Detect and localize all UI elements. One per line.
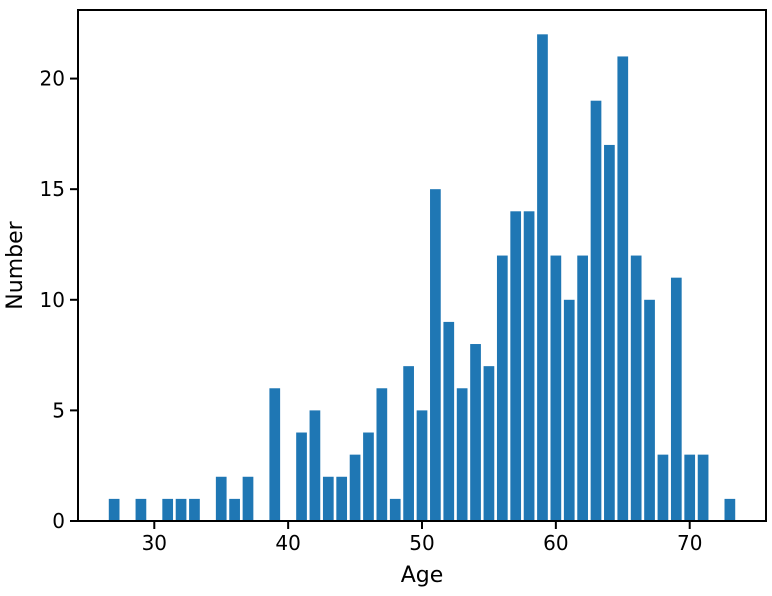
histogram-bar	[670, 277, 682, 521]
histogram-bar	[523, 211, 535, 522]
histogram-bar	[215, 476, 227, 521]
histogram-bar	[403, 366, 414, 521]
x-tick-label: 40	[275, 531, 300, 555]
histogram-bar	[684, 454, 696, 521]
histogram-bar	[430, 189, 441, 521]
histogram-bar	[108, 498, 120, 521]
y-tick-label: 5	[52, 398, 65, 422]
histogram-bar	[416, 410, 428, 521]
histogram-bar	[697, 454, 709, 521]
histogram-bar	[496, 255, 508, 522]
histogram-bar	[349, 454, 361, 521]
histogram-bar	[617, 56, 629, 521]
y-tick-label: 10	[40, 288, 65, 312]
histogram-bar	[657, 454, 669, 521]
y-tick-label: 0	[52, 509, 65, 533]
histogram-bar	[563, 299, 575, 521]
x-tick-label: 60	[543, 531, 568, 555]
histogram-bar	[242, 476, 254, 521]
histogram-bar	[135, 498, 147, 521]
histogram-bar	[630, 255, 642, 522]
histogram-bar	[296, 432, 307, 521]
y-axis: 0 5 10 15 20	[40, 67, 77, 533]
y-axis-label: Number	[3, 220, 28, 309]
histogram-bar	[550, 255, 562, 522]
histogram-bar	[510, 211, 522, 522]
histogram-bar	[322, 476, 334, 521]
histogram-bar	[577, 255, 588, 522]
histogram-bar	[162, 498, 174, 521]
bars-group	[108, 34, 736, 522]
histogram-bar	[537, 34, 548, 521]
x-tick-label: 70	[677, 531, 702, 555]
histogram-bar	[336, 476, 348, 521]
y-tick-label: 20	[40, 67, 65, 91]
histogram-bar	[363, 432, 374, 521]
histogram-bar	[604, 144, 615, 521]
histogram-bar	[389, 498, 401, 521]
histogram-bar	[443, 321, 455, 521]
histogram-bar	[269, 388, 281, 521]
x-tick-label: 30	[142, 531, 167, 555]
x-axis: 30 40 50 60 70	[142, 522, 702, 555]
histogram-bar	[376, 388, 388, 521]
histogram-bar	[590, 100, 602, 521]
histogram-bar	[644, 299, 655, 521]
histogram-bar	[175, 498, 187, 521]
x-axis-label: Age	[401, 563, 444, 588]
y-tick-label: 15	[40, 177, 65, 201]
histogram-bar	[229, 498, 240, 521]
histogram-bar	[456, 388, 468, 521]
histogram-bar	[189, 498, 200, 521]
histogram-bar	[483, 366, 495, 521]
histogram-bar	[309, 410, 321, 521]
x-tick-label: 50	[409, 531, 434, 555]
plot-frame	[77, 9, 767, 522]
histogram-bar	[724, 498, 736, 521]
histogram-bar	[470, 344, 481, 521]
